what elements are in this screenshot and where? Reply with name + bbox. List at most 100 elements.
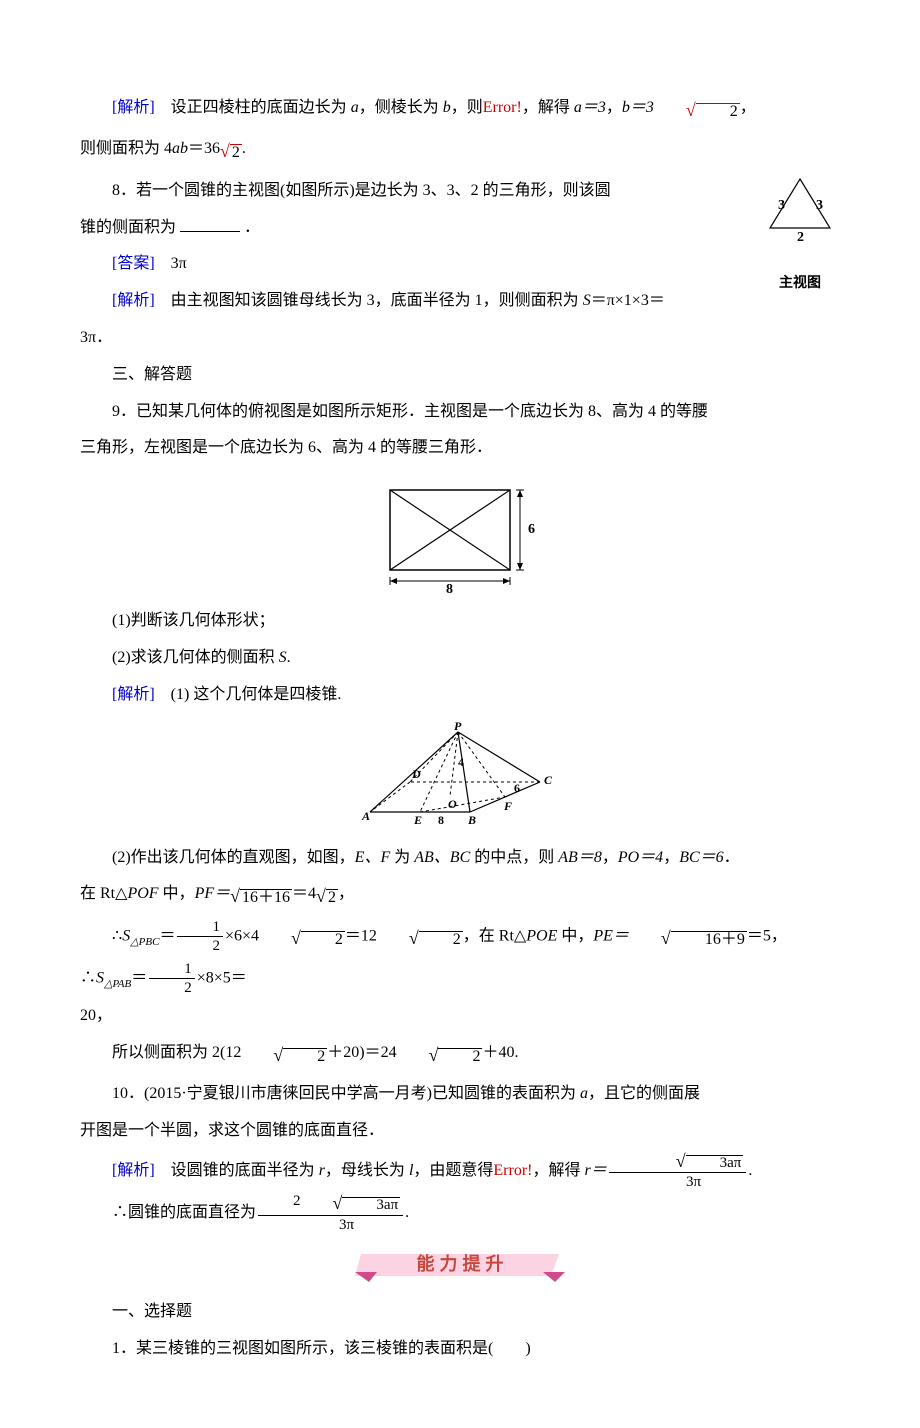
error-text: Error!: [483, 99, 522, 116]
text: ，: [663, 849, 679, 866]
subscript: △PBC: [130, 936, 159, 948]
figure-caption: 主视图: [760, 268, 840, 300]
text: ＝π×1×3＝: [591, 292, 665, 309]
text: 开图是一个半圆，求这个圆锥的底面直径．: [80, 1122, 384, 1139]
text: ＝: [159, 927, 175, 944]
svg-text:O: O: [448, 797, 457, 811]
sqrt-2: √2: [241, 1035, 327, 1076]
top-view-figure: 6 8: [370, 475, 550, 595]
qnum: 8．: [112, 182, 136, 199]
var: POE: [526, 927, 557, 944]
qnum: 10．: [112, 1085, 144, 1102]
sqrt-2: √2: [377, 918, 463, 959]
var: POF: [127, 885, 158, 902]
sqrt-2: √2: [397, 1035, 483, 1076]
text: 锥的侧面积为: [80, 219, 176, 236]
solution-label: [解析]: [112, 99, 155, 116]
svg-text:能 力 提 升: 能 力 提 升: [416, 1253, 503, 1274]
dot: .: [748, 1161, 752, 1178]
text: ＝: [131, 969, 147, 986]
fraction: √3aπ3π: [609, 1150, 747, 1192]
text: ＝12: [345, 927, 377, 944]
answer-value: 3π: [155, 255, 187, 272]
qnum: 9．: [112, 403, 136, 420]
text: 三角形，左视图是一个底边长为 6、高为 4 的等腰三角形．: [80, 439, 492, 456]
svg-text:F: F: [503, 799, 512, 813]
text: (2)作出该几何体的直观图，如图，: [112, 849, 355, 866]
svg-text:6: 6: [528, 522, 535, 537]
var: S: [279, 649, 287, 666]
var: E、F: [355, 849, 391, 866]
section-heading: 一、选择题: [112, 1303, 192, 1320]
text: ，且它的侧面展: [588, 1085, 700, 1102]
fraction: 12: [177, 918, 223, 956]
var-b: b: [443, 99, 451, 116]
eq: BC＝6: [679, 849, 723, 866]
dot: .: [242, 140, 246, 157]
var: a: [580, 1085, 588, 1102]
svg-text:C: C: [544, 773, 553, 787]
fraction: 12: [149, 960, 195, 998]
solution-label: [解析]: [112, 292, 155, 309]
text: 设圆锥的底面半径为: [155, 1161, 319, 1178]
svg-text:8: 8: [438, 813, 444, 827]
eq: AB＝8: [558, 849, 602, 866]
text: ．: [724, 849, 740, 866]
eq: r＝: [585, 1161, 607, 1178]
text: ×8×5＝: [197, 969, 247, 986]
text: 的中点，则: [470, 849, 558, 866]
text: ，解得: [533, 1161, 585, 1178]
var: AB、BC: [414, 849, 470, 866]
text: ，侧棱长为: [359, 99, 443, 116]
text: ＋20)＝24: [327, 1044, 396, 1061]
text: ，: [606, 99, 622, 116]
text: ＝4: [292, 885, 316, 902]
sqrt-2: √2: [654, 90, 740, 131]
text: 为: [390, 849, 414, 866]
dot: .: [405, 1204, 409, 1221]
qnum: 1．: [112, 1340, 136, 1357]
text: ，: [602, 849, 618, 866]
eq: b＝3: [622, 99, 654, 116]
sqrt-expr: √16＋9: [629, 918, 747, 959]
svg-text:8: 8: [446, 582, 453, 595]
text: ＝36: [188, 140, 220, 157]
var: S: [583, 292, 591, 309]
text: 3π．: [80, 329, 112, 346]
svg-text:4: 4: [458, 755, 464, 769]
text: 在 Rt△: [80, 885, 127, 902]
eq: a＝3: [574, 99, 606, 116]
section-banner: 能 力 提 升: [355, 1248, 565, 1284]
sqrt-2: √2: [316, 876, 338, 917]
svg-text:A: A: [361, 809, 370, 823]
text: 已知某几何体的俯视图是如图所示矩形．主视图是一个底边长为 8、高为 4 的等腰: [136, 403, 708, 420]
text: ，: [338, 885, 354, 902]
text: (1) 这个几何体是四棱锥.: [155, 686, 342, 703]
text: 某三棱锥的三视图如图所示，该三棱锥的表面积是( ): [136, 1340, 531, 1357]
fill-blank: [180, 230, 240, 232]
text: 由主视图知该圆锥母线长为 3，底面半径为 1，则侧面积为: [155, 292, 583, 309]
svg-text:D: D: [411, 767, 421, 781]
text: ×6×4: [225, 927, 259, 944]
fraction: 2√3aπ3π: [258, 1192, 403, 1234]
text: ，在 Rt△: [463, 927, 526, 944]
var: S: [96, 969, 104, 986]
text: 所以侧面积为 2(12: [112, 1044, 241, 1061]
text: ∴圆锥的底面直径为: [112, 1204, 256, 1221]
var: S: [122, 927, 130, 944]
svg-text:E: E: [413, 813, 422, 827]
text: ，母线长为: [325, 1161, 409, 1178]
svg-text:B: B: [467, 813, 476, 827]
text: ＝5: [747, 927, 771, 944]
text: 设正四棱柱的底面边长为: [155, 99, 351, 116]
eq: PO＝4: [618, 849, 663, 866]
sqrt-expr: √16＋16: [230, 876, 292, 917]
subscript: △PAB: [104, 978, 131, 990]
text: 中，: [159, 885, 195, 902]
text: ，由题意得: [413, 1161, 493, 1178]
text: ，则: [451, 99, 483, 116]
text: 若一个圆锥的主视图(如图所示)是边长为 3、3、2 的三角形，则该圆: [136, 182, 611, 199]
subpart: (2)求该几何体的侧面积: [112, 649, 279, 666]
source: (2015·宁夏银川市唐徕回民中学高一月考)已知圆锥的表面积为: [144, 1085, 580, 1102]
front-view-figure: 3 3 2 主视图: [760, 173, 840, 300]
